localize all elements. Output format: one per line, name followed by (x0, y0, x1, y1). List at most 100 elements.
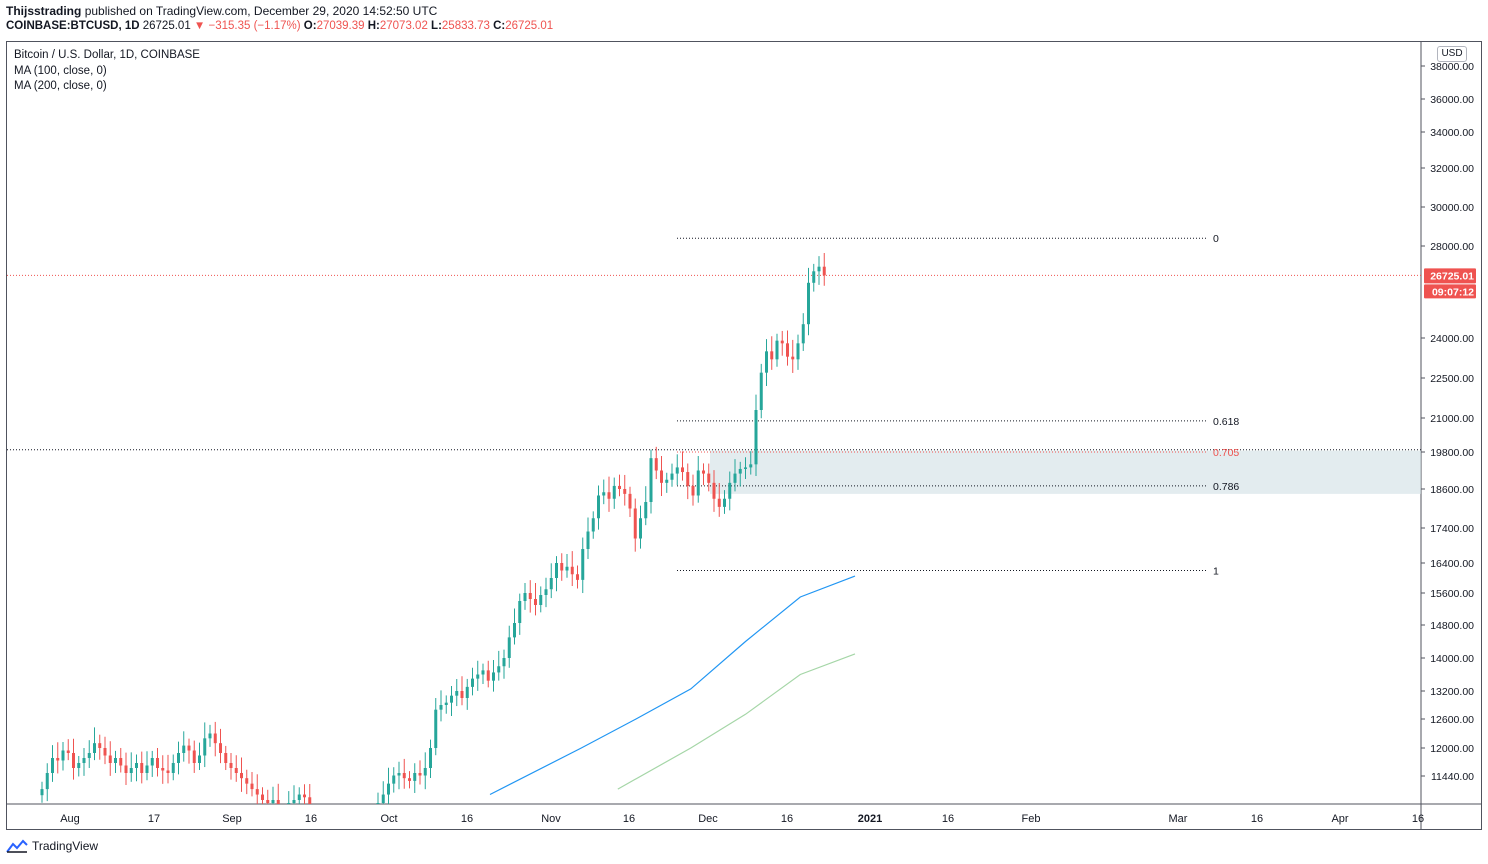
candle-body[interactable] (229, 763, 233, 768)
candle-body[interactable] (450, 695, 453, 703)
candle-body[interactable] (513, 623, 516, 638)
candle-body[interactable] (618, 485, 621, 489)
candle-body[interactable] (287, 803, 291, 804)
candle-body[interactable] (628, 493, 632, 509)
candle-body[interactable] (297, 794, 301, 800)
candle-body[interactable] (171, 763, 175, 773)
candle-body[interactable] (266, 800, 270, 803)
candle-body[interactable] (770, 351, 774, 360)
candle-body[interactable] (250, 783, 254, 790)
legend-ma100[interactable]: MA (100, close, 0) (14, 64, 107, 77)
fib-zone[interactable] (710, 450, 1421, 494)
candle-body[interactable] (660, 470, 663, 483)
candle-body[interactable] (576, 574, 579, 580)
candle-body[interactable] (103, 748, 107, 756)
candle-body[interactable] (539, 595, 543, 605)
candle-body[interactable] (208, 733, 212, 739)
candle-body[interactable] (675, 467, 679, 474)
candle-body[interactable] (145, 765, 149, 774)
candle-body[interactable] (612, 485, 616, 499)
candle-body[interactable] (733, 473, 737, 483)
candle-body[interactable] (738, 468, 742, 474)
footer-brand[interactable]: TradingView (6, 839, 98, 853)
candle-body[interactable] (124, 765, 128, 774)
candle-body[interactable] (497, 666, 501, 673)
candle-body[interactable] (702, 470, 705, 474)
candle-body[interactable] (759, 372, 763, 410)
candle-body[interactable] (723, 498, 726, 507)
candle-body[interactable] (749, 464, 753, 468)
candle-body[interactable] (119, 758, 123, 766)
candle-body[interactable] (476, 674, 480, 679)
ma200-line[interactable] (617, 653, 856, 790)
candle-body[interactable] (796, 343, 800, 360)
candle-body[interactable] (187, 745, 191, 751)
candle-body[interactable] (423, 768, 427, 776)
candle-body[interactable] (255, 789, 259, 795)
candle-body[interactable] (465, 686, 469, 698)
candle-body[interactable] (507, 637, 511, 658)
legend-ma200[interactable]: MA (200, close, 0) (14, 80, 107, 92)
candle-body[interactable] (817, 266, 821, 272)
candle-body[interactable] (665, 479, 669, 483)
candle-body[interactable] (471, 678, 474, 687)
candle-body[interactable] (686, 472, 690, 486)
candle-body[interactable] (182, 745, 186, 753)
candle-body[interactable] (150, 758, 154, 766)
candle-body[interactable] (591, 518, 595, 532)
candle-body[interactable] (822, 266, 826, 276)
ma100-line[interactable] (489, 575, 856, 796)
candle-body[interactable] (203, 738, 207, 756)
candle-body[interactable] (444, 702, 448, 705)
candle-body[interactable] (623, 489, 627, 494)
candle-body[interactable] (492, 672, 495, 681)
author-name[interactable]: Thijsstrading (6, 4, 82, 18)
candle-body[interactable] (691, 485, 695, 496)
candle-body[interactable] (308, 797, 312, 804)
candle-body[interactable] (696, 470, 700, 496)
candle-body[interactable] (807, 282, 810, 325)
candle-body[interactable] (224, 753, 228, 763)
candle-body[interactable] (198, 755, 201, 764)
candle-body[interactable] (565, 566, 569, 571)
candle-body[interactable] (72, 753, 75, 768)
candle-body[interactable] (728, 482, 732, 499)
candle-body[interactable] (518, 601, 522, 623)
candle-body[interactable] (66, 750, 70, 754)
candle-body[interactable] (413, 773, 417, 781)
candle-body[interactable] (544, 589, 548, 595)
candle-body[interactable] (129, 768, 133, 773)
candle-body[interactable] (192, 750, 196, 764)
candle-body[interactable] (681, 467, 684, 473)
candle-body[interactable] (555, 563, 558, 578)
candle-body[interactable] (387, 783, 390, 795)
candle-body[interactable] (156, 758, 159, 768)
candle-body[interactable] (528, 593, 532, 599)
candle-body[interactable] (408, 778, 411, 781)
candle-body[interactable] (271, 800, 275, 803)
candle-body[interactable] (434, 709, 438, 748)
candle-body[interactable] (586, 531, 590, 550)
candle-body[interactable] (213, 733, 217, 744)
candle-body[interactable] (523, 593, 527, 601)
candle-body[interactable] (502, 658, 506, 667)
candle-body[interactable] (292, 800, 296, 803)
candle-body[interactable] (234, 768, 238, 773)
candle-body[interactable] (140, 763, 144, 773)
candle-body[interactable] (812, 271, 816, 283)
candle-body[interactable] (654, 458, 658, 471)
candle-body[interactable] (276, 800, 280, 804)
candle-body[interactable] (460, 691, 464, 698)
candle-body[interactable] (51, 758, 54, 773)
candle-body[interactable] (455, 691, 459, 696)
candle-body[interactable] (534, 599, 537, 605)
candle-body[interactable] (607, 492, 611, 499)
candle-body[interactable] (108, 755, 112, 764)
candle-body[interactable] (114, 758, 117, 763)
candle-body[interactable] (801, 324, 805, 344)
candle-body[interactable] (581, 549, 585, 580)
candle-body[interactable] (77, 763, 81, 768)
candle-body[interactable] (135, 763, 138, 768)
candle-body[interactable] (486, 670, 490, 681)
